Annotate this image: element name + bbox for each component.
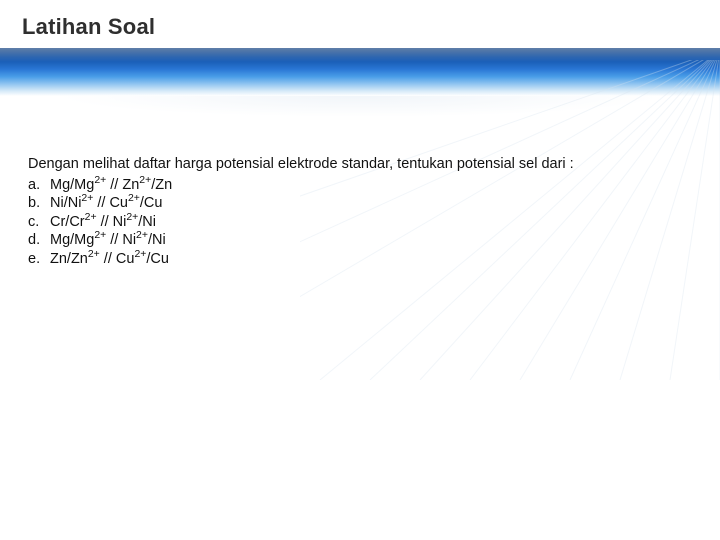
- answer-item: c.Cr/Cr2+ // Ni2+/Ni: [28, 213, 700, 232]
- question-block: Dengan melihat daftar harga potensial el…: [28, 155, 700, 268]
- answer-item: b.Ni/Ni2+ // Cu2+/Cu: [28, 194, 700, 213]
- answer-item: e.Zn/Zn2+ // Cu2+/Cu: [28, 250, 700, 269]
- answer-marker: a.: [28, 176, 50, 195]
- answer-list: a.Mg/Mg2+ // Zn2+/Znb.Ni/Ni2+ // Cu2+/Cu…: [28, 176, 700, 269]
- answer-item: d.Mg/Mg2+ // Ni2+/Ni: [28, 231, 700, 250]
- page-title: Latihan Soal: [22, 14, 155, 40]
- answer-marker: c.: [28, 213, 50, 232]
- answer-text: Mg/Mg2+ // Ni2+/Ni: [50, 231, 166, 250]
- answer-marker: d.: [28, 231, 50, 250]
- answer-text: Zn/Zn2+ // Cu2+/Cu: [50, 250, 169, 269]
- answer-marker: e.: [28, 250, 50, 269]
- question-intro: Dengan melihat daftar harga potensial el…: [28, 155, 700, 174]
- answer-text: Mg/Mg2+ // Zn2+/Zn: [50, 176, 172, 195]
- header-band: [0, 48, 720, 96]
- answer-item: a.Mg/Mg2+ // Zn2+/Zn: [28, 176, 700, 195]
- answer-marker: b.: [28, 194, 50, 213]
- answer-text: Ni/Ni2+ // Cu2+/Cu: [50, 194, 162, 213]
- header-shadow: [0, 96, 720, 126]
- answer-text: Cr/Cr2+ // Ni2+/Ni: [50, 213, 156, 232]
